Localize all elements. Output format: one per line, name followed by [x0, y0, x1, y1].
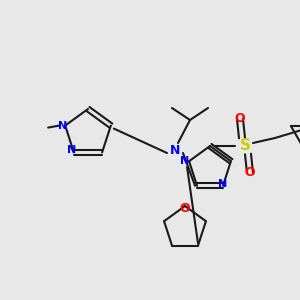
Text: O: O	[235, 112, 245, 125]
Text: N: N	[218, 179, 228, 189]
Text: S: S	[239, 139, 250, 154]
Text: O: O	[180, 202, 190, 214]
Text: N: N	[67, 146, 76, 155]
Text: N: N	[58, 121, 67, 130]
Text: O: O	[245, 167, 255, 179]
Text: N: N	[181, 156, 190, 166]
Text: N: N	[170, 143, 180, 157]
